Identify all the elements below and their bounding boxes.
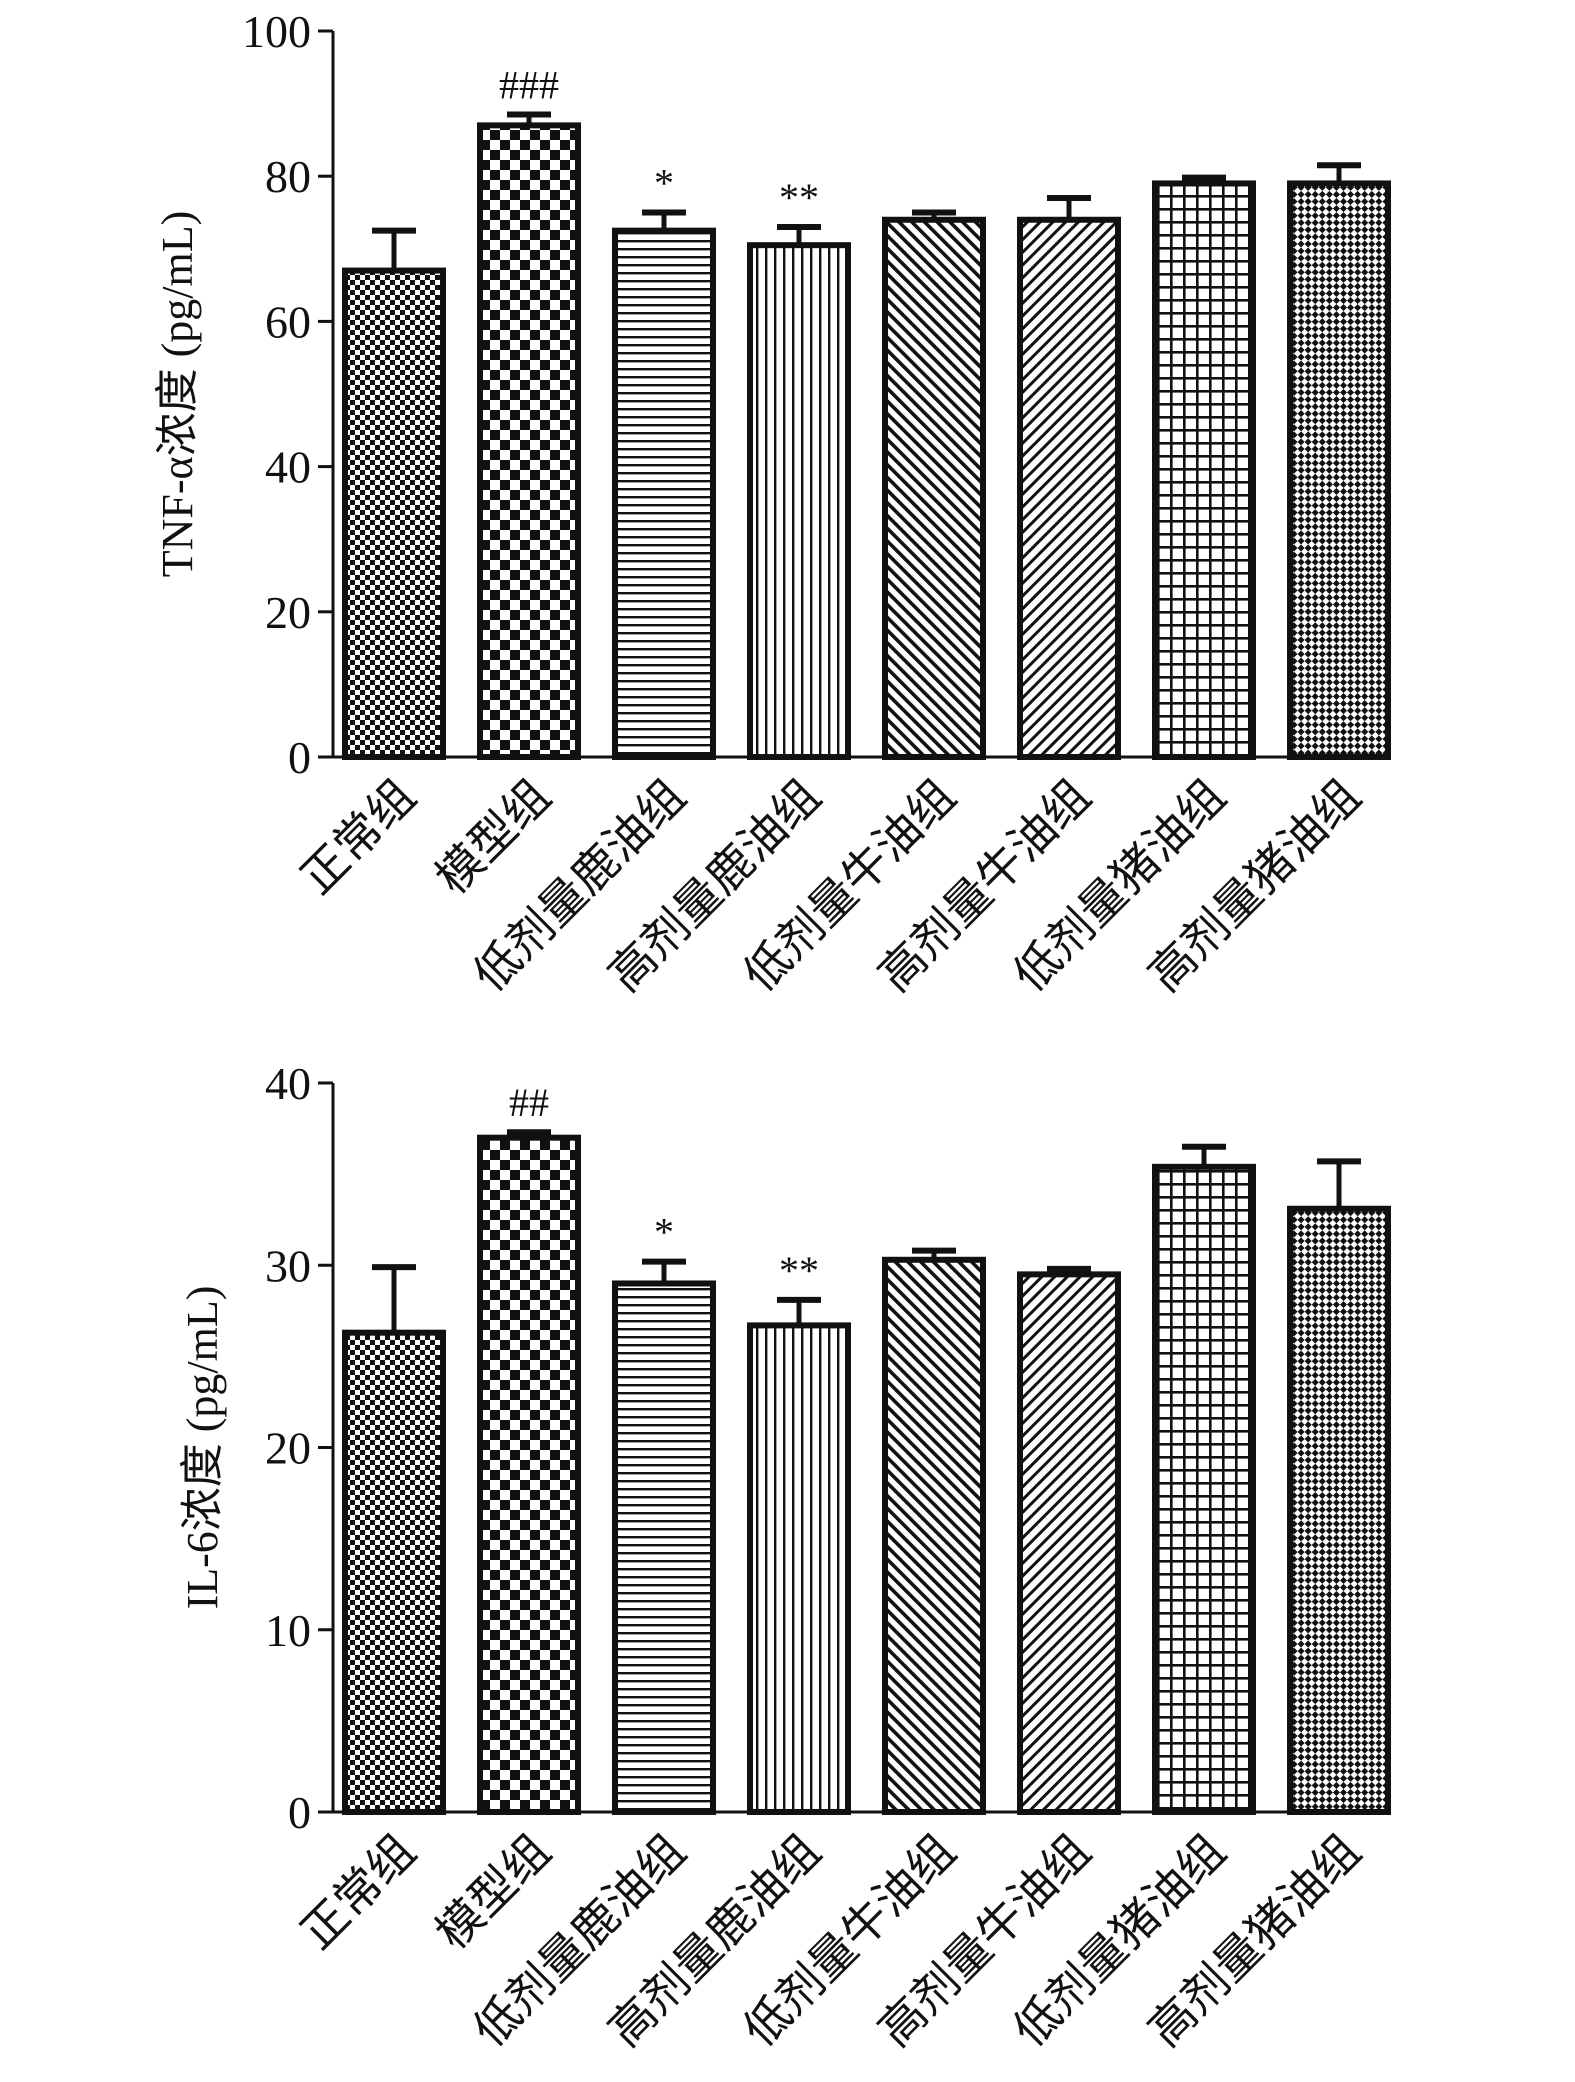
- significance-label: **: [779, 1248, 819, 1293]
- bar-8: [1287, 180, 1391, 760]
- y-axis-title: TNF-α浓度 (pg/mL): [153, 211, 202, 577]
- y-tick-label: 0: [288, 732, 311, 783]
- bar-4: [747, 1322, 851, 1815]
- bar-2: [477, 1134, 581, 1816]
- x-category-label: 正常组: [291, 770, 425, 904]
- bar-6: [1017, 1271, 1121, 1816]
- bar-5: [882, 1256, 986, 1815]
- x-category-label: 模型组: [426, 1825, 560, 1959]
- y-tick-label: 40: [265, 442, 311, 493]
- bar-1: [342, 267, 446, 760]
- y-tick-label: 20: [265, 1423, 311, 1474]
- y-tick-label: 40: [265, 1058, 311, 1109]
- x-category-label: 正常组: [291, 1825, 425, 1959]
- tnf-alpha-chart: TNF-α浓度 (pg/mL) 020406080100正常组###模型组*低剂…: [153, 6, 1391, 1001]
- y-tick-label: 0: [288, 1787, 311, 1838]
- y-axis-title: IL-6浓度 (pg/mL): [178, 1286, 227, 1610]
- y-tick-label: 10: [265, 1605, 311, 1656]
- y-tick-label: 100: [242, 6, 311, 57]
- x-category-label: 模型组: [426, 770, 560, 904]
- y-tick-label: 60: [265, 296, 311, 347]
- bar-2: [477, 122, 581, 760]
- bar-5: [882, 216, 986, 760]
- significance-label: **: [779, 175, 819, 220]
- bar-1: [342, 1329, 446, 1815]
- y-tick-label: 20: [265, 587, 311, 638]
- significance-label: ###: [499, 62, 559, 107]
- significance-label: *: [654, 1210, 674, 1255]
- bar-8: [1287, 1205, 1391, 1815]
- bar-7: [1152, 1163, 1256, 1815]
- y-tick-label: 30: [265, 1240, 311, 1291]
- il-6-chart: IL-6浓度 (pg/mL) 010203040正常组##模型组*低剂量鹿油组*…: [178, 1058, 1391, 2056]
- significance-label: *: [654, 161, 674, 206]
- y-tick-label: 80: [265, 151, 311, 202]
- bar-6: [1017, 216, 1121, 760]
- bar-3: [612, 227, 716, 760]
- bar-4: [747, 242, 851, 760]
- bar-7: [1152, 180, 1256, 760]
- significance-label: ##: [509, 1080, 549, 1125]
- bar-3: [612, 1280, 716, 1815]
